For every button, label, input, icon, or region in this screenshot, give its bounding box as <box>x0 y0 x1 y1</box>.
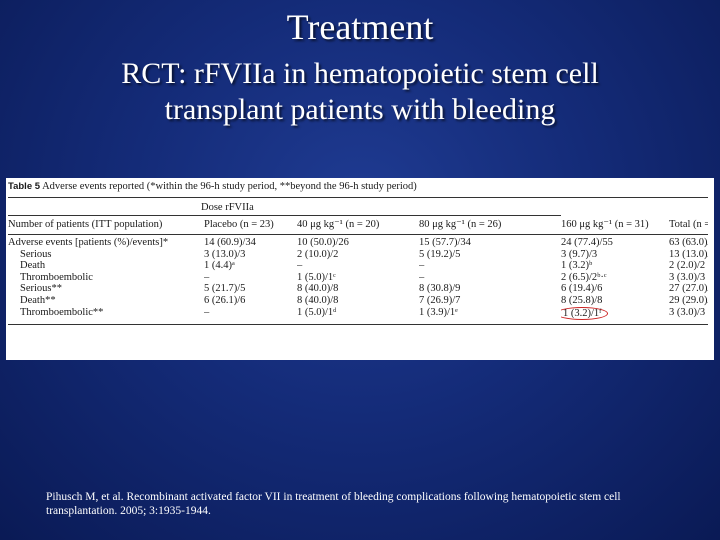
table-cell: 1 (3.2)/1ᶠ <box>561 306 669 320</box>
table-cell: 24 (77.4)/55 <box>561 237 613 248</box>
table-caption: Table 5 Adverse events reported (*within… <box>8 180 708 198</box>
table-row: Serious 3 (13.0)/3 2 (10.0)/2 5 (19.2)/5… <box>8 249 708 261</box>
table-cell: 5 (19.2)/5 <box>419 248 461 260</box>
table-cell: 63 (63.0)/149 <box>669 237 708 248</box>
subtitle-line-2: transplant patients with bleeding <box>164 93 556 126</box>
table-cell: 7 (26.9)/7 <box>419 294 461 306</box>
table-cell: 3 (3.0)/3 <box>669 306 706 318</box>
header-cell: Number of patients (ITT population) <box>8 219 163 230</box>
table-cell: 1 (3.2)ᵇ <box>561 260 593 272</box>
table-caption-text: Adverse events reported (*within the 96-… <box>42 181 417 192</box>
table-row: Thromboembolic** – 1 (5.0)/1ᵈ 1 (3.9)/1ᵉ… <box>8 306 708 325</box>
subtitle-line-1: RCT: rFVIIa in hematopoietic stem cell <box>121 57 599 90</box>
table-cell: – <box>204 271 210 283</box>
table-row: Serious** 5 (21.7)/5 8 (40.0)/8 8 (30.8)… <box>8 283 708 295</box>
table-cell: 3 (3.0)/3 <box>669 271 706 283</box>
header-cell: Placebo (n = 23) <box>204 219 274 230</box>
header-cell: 80 μg kg⁻¹ (n = 26) <box>419 219 502 230</box>
citation: Pihusch M, et al. Recombinant activated … <box>46 491 621 517</box>
table-row: Death 1 (4.4)ᵃ – – 1 (3.2)ᵇ 2 (2.0)/2 <box>8 260 708 272</box>
row-label: Serious <box>20 248 52 260</box>
table-cell: 29 (29.0)/29 <box>669 294 708 306</box>
table-cell: 2 (10.0)/2 <box>297 248 339 260</box>
table-cell: 6 (26.1)/6 <box>204 294 246 306</box>
row-label: Serious** <box>20 283 62 295</box>
table-cell: – <box>419 260 425 272</box>
table-cell: 3 (9.7)/3 <box>561 248 598 260</box>
table-cell: 15 (57.7)/34 <box>419 237 471 248</box>
slide-title: Treatment <box>286 7 434 47</box>
adverse-events-table: Table 5 Adverse events reported (*within… <box>6 178 714 360</box>
table-caption-label: Table 5 <box>8 181 41 192</box>
header-cell: 40 μg kg⁻¹ (n = 20) <box>297 219 380 230</box>
table-cell: – <box>419 271 425 283</box>
table-cell: – <box>204 306 210 318</box>
table-cell: 14 (60.9)/34 <box>204 237 256 248</box>
slide-subtitle: RCT: rFVIIa in hematopoietic stem cell t… <box>0 56 720 128</box>
table-cell: 8 (30.8)/9 <box>419 283 461 295</box>
dose-header: Dose rFVIIa <box>8 200 561 216</box>
header-cell: Total (n = 100) <box>669 219 708 230</box>
table-cell: 13 (13.0)/13 <box>669 248 708 260</box>
table-header-row: Number of patients (ITT population) Plac… <box>8 216 708 235</box>
row-label: Thromboembolic <box>20 271 93 283</box>
table-cell: 8 (40.0)/8 <box>297 283 339 295</box>
table-row: Thromboembolic – 1 (5.0)/1ᶜ – 2 (6.5)/2ᵇ… <box>8 272 708 284</box>
row-label: Death <box>20 260 46 272</box>
row-label: Adverse events [patients (%)/events]* <box>8 237 169 248</box>
header-cell: 160 μg kg⁻¹ (n = 31) <box>561 219 649 230</box>
table-cell: 1 (3.9)/1ᵉ <box>419 306 458 318</box>
table-row: Adverse events [patients (%)/events]* 14… <box>8 237 708 249</box>
table-cell: 2 (2.0)/2 <box>669 260 706 272</box>
table-cell: 27 (27.0)/28 <box>669 283 708 295</box>
table-cell: 8 (40.0)/8 <box>297 294 339 306</box>
table-cell: 1 (5.0)/1ᵈ <box>297 306 337 318</box>
table-row: Death** 6 (26.1)/6 8 (40.0)/8 7 (26.9)/7… <box>8 295 708 307</box>
table-cell: 6 (19.4)/6 <box>561 283 603 295</box>
table-cell: 1 (5.0)/1ᶜ <box>297 271 336 283</box>
table-cell: 8 (25.8)/8 <box>561 294 603 306</box>
table-cell: 5 (21.7)/5 <box>204 283 246 295</box>
table-cell: – <box>297 260 303 272</box>
table-cell: 10 (50.0)/26 <box>297 237 349 248</box>
table-cell: 1 (4.4)ᵃ <box>204 260 235 272</box>
table-cell: 2 (6.5)/2ᵇ·ᶜ <box>561 271 607 283</box>
highlight-ring: 1 (3.2)/1ᶠ <box>561 306 609 320</box>
row-label: Thromboembolic** <box>20 306 104 318</box>
table-cell: 3 (13.0)/3 <box>204 248 246 260</box>
row-label: Death** <box>20 294 56 306</box>
